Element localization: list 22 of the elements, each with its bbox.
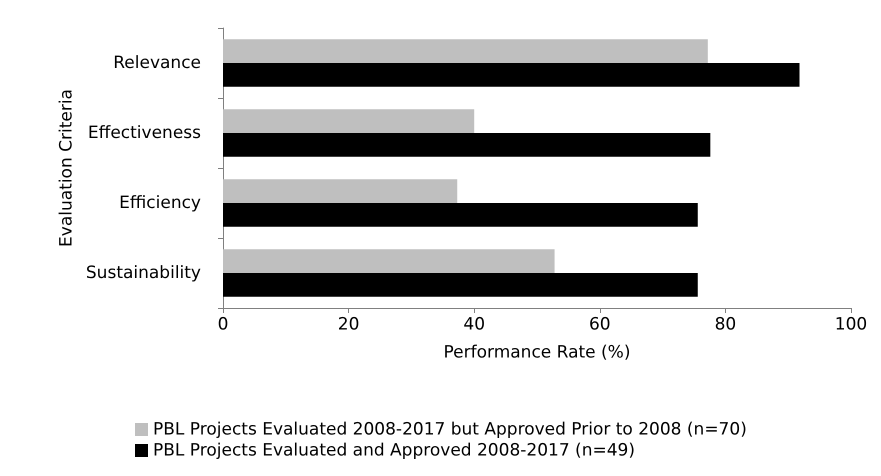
- bar: [223, 203, 698, 227]
- y-axis-title: Evaluation Criteria: [56, 89, 76, 247]
- bar: [223, 63, 800, 87]
- bar: [223, 273, 698, 297]
- bar: [223, 39, 708, 63]
- bar: [223, 249, 555, 273]
- x-tick-label: 100: [834, 314, 868, 334]
- x-tick-label: 80: [714, 314, 736, 334]
- y-tick-label: Sustainability: [86, 263, 201, 283]
- bar: [223, 109, 474, 133]
- x-tick-label: 0: [218, 314, 228, 334]
- legend-label: PBL Projects Evaluated 2008-2017 but Approved Prior to 2008 (n=70): [153, 420, 747, 440]
- bar: [223, 179, 458, 203]
- bar: [223, 133, 710, 157]
- legend-label: PBL Projects Evaluated and Approved 2008-2017 (n=49): [153, 440, 635, 460]
- x-axis-title: Performance Rate (%): [444, 342, 630, 362]
- y-tick-label: Efficiency: [119, 193, 201, 213]
- x-tick-label: 20: [338, 314, 360, 334]
- y-tick-label: Effectiveness: [88, 123, 202, 143]
- x-tick-label: 40: [463, 314, 486, 334]
- x-tick-label: 60: [588, 314, 611, 334]
- y-tick-label: Relevance: [113, 53, 201, 73]
